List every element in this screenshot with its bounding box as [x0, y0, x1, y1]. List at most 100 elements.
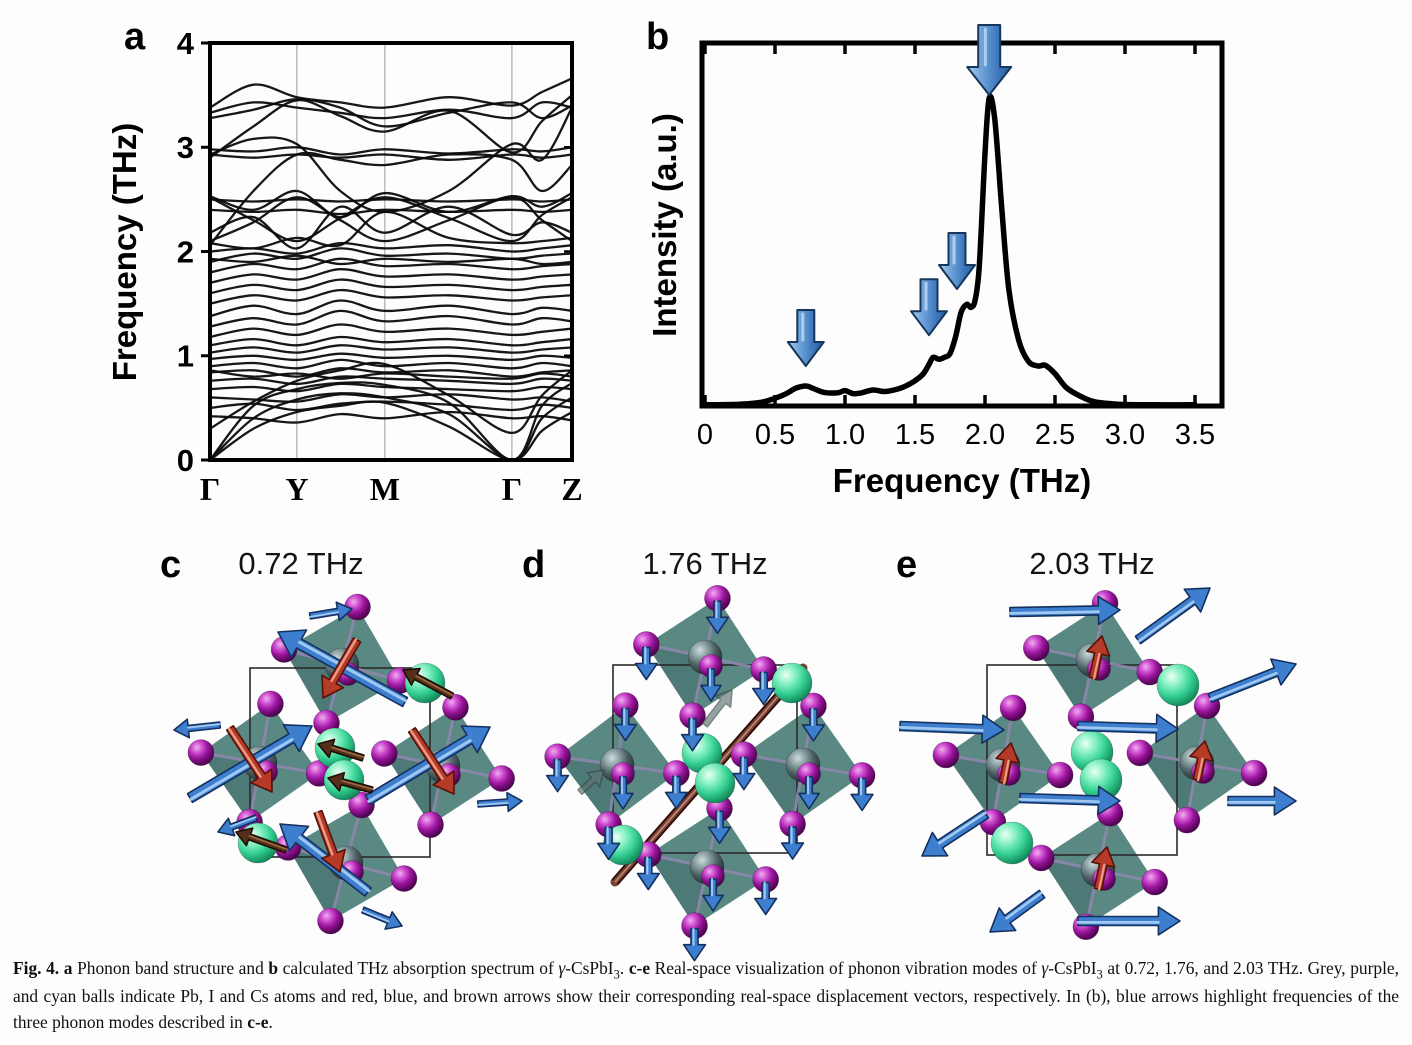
panel-a-label: a [124, 16, 146, 58]
blue-displacement-arrow-highlight [189, 737, 294, 801]
blue-displacement-arrow-highlight [1137, 600, 1195, 643]
blue-displacement-arrow [682, 927, 707, 962]
panel-b-label: b [646, 16, 670, 58]
blue-displacement-arrow [597, 826, 621, 861]
blue-displacement-arrow [664, 775, 689, 810]
cesium-atom [771, 662, 813, 704]
phonon-band [211, 98, 571, 128]
thz-absorption-spectrum-plot: Intensity (a.u.) Frequency (THz) 0 0.5 1.0… [646, 24, 1225, 499]
blue-displacement-arrow [634, 646, 658, 681]
phonon-band [211, 309, 571, 328]
panel-b-frame [699, 40, 1225, 409]
blue-displacement-arrow-highlight [187, 723, 221, 729]
brown-displacement-arrow-highlight [415, 675, 454, 697]
phonon-band [211, 100, 571, 120]
phonon-band [211, 107, 571, 214]
phonon-band [211, 393, 571, 403]
spectrum-curve [702, 93, 1198, 408]
red-displacement-arrow-highlight [1196, 757, 1204, 782]
phonon-mode-structure-1.76THz [544, 585, 876, 962]
grey-displacement-arrow [701, 689, 733, 728]
iodine-atom [1046, 761, 1074, 789]
phonon-band [211, 410, 571, 424]
phonon-band [211, 247, 571, 263]
blue-displacement-arrow [476, 791, 523, 813]
panel-d-title: 1.76 THz [642, 546, 768, 581]
iodine-atom [187, 739, 215, 766]
x-axis-tick-label: 1.5 [895, 419, 935, 451]
kpoint-label: M [370, 471, 400, 507]
phonon-band [211, 198, 571, 203]
phonon-band [211, 196, 571, 243]
y-axis-tick-label: 4 [177, 26, 195, 61]
phonon-band [211, 146, 571, 156]
cesium-atom [990, 821, 1034, 865]
spectrum-arrow-marker [910, 278, 948, 337]
phonon-band [211, 335, 571, 347]
caption-segment: γ [558, 958, 566, 978]
red-displacement-arrow-highlight [1002, 759, 1010, 785]
y-axis-tick-label: 1 [177, 339, 194, 374]
cesium-atom [1156, 663, 1200, 707]
cesium-atom [694, 762, 736, 804]
caption-segment: 3 [613, 967, 620, 982]
iodine-atom [390, 865, 418, 892]
iodine-atom [317, 907, 344, 935]
panel-b-x-axis-title: Frequency (THz) [833, 462, 1092, 499]
panel-e-title: 2.03 THz [1029, 546, 1155, 581]
phonon-band [211, 400, 571, 412]
brown-displacement-arrow-highlight [331, 746, 365, 759]
phonon-band [211, 77, 571, 109]
caption-segment: . [619, 958, 629, 978]
phonon-band [211, 257, 571, 274]
red-displacement-arrow-highlight [1097, 863, 1106, 891]
caption-segment: Phonon band structure and [72, 958, 269, 978]
caption-segment: Fig. 4. [13, 958, 60, 978]
blue-displacement-arrow-highlight [1005, 891, 1043, 920]
figure-caption: Fig. 4. a Phonon band structure and b ca… [13, 956, 1399, 1036]
kpoint-label: Γ [502, 471, 522, 507]
iodine-atom [932, 741, 960, 769]
phonon-band [211, 323, 571, 338]
caption-segment: calculated THz absorption spectrum of [278, 958, 559, 978]
spectrum-arrow-marker [786, 309, 825, 367]
blue-displacement-arrow [636, 856, 660, 891]
caption-segment: 3 [1096, 967, 1103, 982]
caption-segment: γ [1041, 958, 1049, 978]
phonon-band [211, 358, 571, 370]
phonon-band [211, 210, 571, 250]
iodine-atom [257, 690, 284, 718]
phonon-band [211, 196, 571, 243]
phonon-band [211, 382, 571, 393]
blue-displacement-arrow [801, 708, 826, 742]
spectrum-arrow-marker [966, 24, 1013, 96]
y-axis-tick-label: 3 [177, 130, 194, 165]
iodine-atom [1240, 759, 1268, 787]
iodine-atom [488, 765, 515, 792]
phonon-bands [211, 77, 571, 460]
kpoint-label: Z [561, 471, 582, 507]
phonon-band [211, 153, 571, 161]
panel-b-y-axis-title: Intensity (a.u.) [646, 113, 683, 337]
grey-displacement-arrow [577, 769, 605, 795]
phonon-band [211, 151, 571, 246]
kpoint-label: Y [285, 471, 308, 507]
x-axis-tick-label: 2.0 [965, 419, 1005, 451]
phonon-band [211, 375, 571, 386]
red-displacement-arrow-highlight [409, 729, 444, 780]
blue-displacement-arrow-highlight [1008, 610, 1100, 615]
iodine-atom [371, 740, 398, 767]
blue-displacement-arrow-highlight [477, 801, 509, 806]
x-axis-tick-label: 3.5 [1175, 419, 1215, 451]
phonon-band [211, 94, 571, 159]
iodine-atom [417, 811, 444, 838]
brown-displacement-arrow-highlight [248, 835, 288, 851]
y-axis-tick-label: 2 [177, 234, 194, 269]
iodine-atom [1022, 634, 1050, 662]
phonon-band [211, 361, 571, 435]
phonon-band [211, 352, 571, 362]
blue-displacement-arrow [700, 668, 722, 702]
iodine-atom [999, 694, 1027, 722]
red-displacement-arrow-highlight [330, 638, 358, 683]
